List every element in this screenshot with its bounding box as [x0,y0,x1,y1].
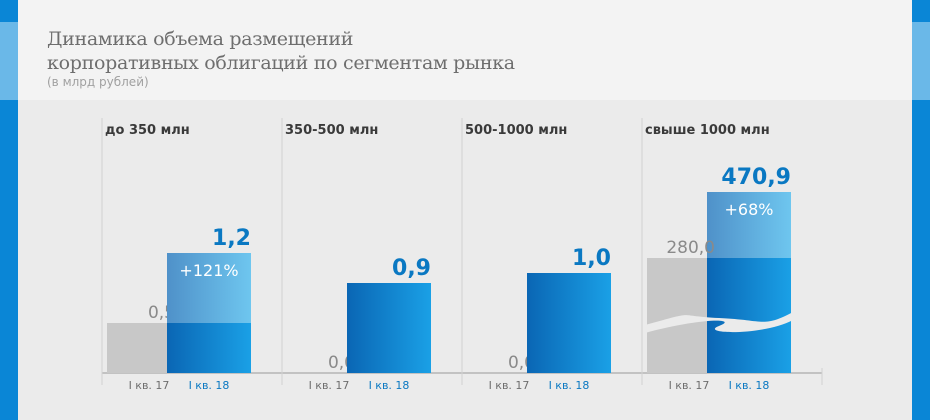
category-label-curr: I кв. 18 [549,379,590,392]
growth-label: +121% [179,261,238,280]
segment-title: до 350 млн [105,123,190,138]
category-label-prev: I кв. 17 [129,379,170,392]
bar-curr [347,283,431,373]
bar-curr-base [707,258,791,373]
left-accent-stripe [0,0,18,420]
chart-title-line-2: корпоративных облигаций по сегментам рын… [47,52,515,74]
bar-curr-increment [167,253,251,323]
category-label-prev: I кв. 17 [489,379,530,392]
right-accent-stripe [912,0,930,420]
category-label-prev: I кв. 17 [309,379,350,392]
value-label-curr: 0,9 [392,256,431,281]
header-panel [18,0,912,100]
category-label-curr: I кв. 18 [369,379,410,392]
left-accent-light [0,22,18,100]
bar-curr-base [167,323,251,373]
segment-title: свыше 1000 млн [645,123,770,138]
category-label-curr: I кв. 18 [189,379,230,392]
value-label-curr: 1,0 [572,246,611,271]
bar-curr-increment [707,192,791,258]
growth-label: +68% [725,200,774,219]
segment-title: 500-1000 млн [465,123,567,138]
category-label-prev: I кв. 17 [669,379,710,392]
axis-break-wave [645,312,793,333]
segment-title: 350-500 млн [285,123,378,138]
chart-title-line-1: Динамика объема размещений [47,28,354,50]
value-label-curr: 470,9 [721,165,791,190]
category-label-curr: I кв. 18 [729,379,770,392]
chart-title: Динамика объема размещений корпоративных… [47,27,515,75]
chart-subtitle: (в млрд рублей) [47,75,149,89]
right-accent-light [912,22,930,100]
value-label-prev: 280,0 [666,238,715,258]
bar-curr [527,273,611,373]
value-label-curr: 1,2 [212,226,251,251]
